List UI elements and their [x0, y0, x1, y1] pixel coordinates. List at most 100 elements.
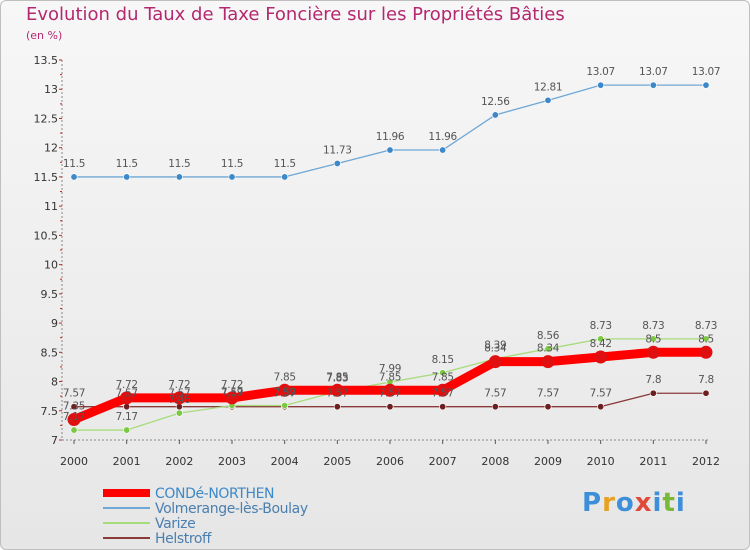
data-point: [439, 403, 447, 411]
data-point: [544, 403, 552, 411]
data-point: [597, 81, 605, 89]
data-label: 7.57: [116, 388, 138, 400]
data-label: 12.81: [534, 81, 563, 93]
data-point: [281, 173, 289, 181]
x-tick-label: 2005: [323, 455, 351, 468]
y-tick-label: 10: [44, 259, 58, 272]
data-label: 7.72: [116, 379, 138, 391]
x-tick-label: 2001: [113, 455, 141, 468]
logo-letter: P: [582, 488, 603, 518]
data-point: [386, 146, 394, 154]
data-point: [491, 403, 499, 411]
data-point: [123, 426, 131, 434]
data-label: 7.46: [168, 394, 191, 406]
y-tick-label: 8.5: [41, 346, 59, 359]
chart-title: Evolution du Taux de Taxe Foncière sur l…: [26, 4, 565, 25]
data-label: 8.73: [695, 320, 717, 332]
data-point: [649, 335, 657, 343]
data-label: 7.85: [326, 371, 348, 383]
data-label: 7.85: [432, 371, 454, 383]
data-point: [172, 391, 186, 405]
x-tick-label: 2000: [60, 455, 88, 468]
y-tick-label: 13.5: [34, 54, 59, 67]
data-label: 8.42: [590, 338, 612, 350]
data-point: [330, 383, 344, 397]
data-point: [439, 369, 447, 377]
data-label: 7.72: [221, 379, 243, 391]
data-point: [225, 391, 239, 405]
data-label: 7.57: [221, 388, 243, 400]
data-label: 8.73: [590, 320, 612, 332]
data-label: 7.57: [484, 388, 506, 400]
x-tick-label: 2012: [692, 455, 720, 468]
y-tick-label: 9.5: [41, 288, 59, 301]
y-tick-label: 13: [44, 83, 58, 96]
data-point: [439, 146, 447, 154]
data-label: 13.07: [692, 66, 721, 78]
data-point: [649, 81, 657, 89]
data-point: [281, 402, 289, 410]
data-point: [488, 355, 502, 369]
data-point: [702, 81, 710, 89]
legend: CONDé-NORTHENVolmerange-lès-BoulayVarize…: [103, 486, 308, 547]
data-label: 13.07: [586, 66, 615, 78]
data-point: [278, 383, 292, 397]
data-point: [541, 355, 555, 369]
data-point: [702, 335, 710, 343]
data-point: [491, 111, 499, 119]
data-point: [70, 403, 78, 411]
data-label: 7.57: [590, 388, 612, 400]
data-label: 12.56: [481, 96, 510, 108]
data-point: [597, 403, 605, 411]
data-point: [544, 345, 552, 353]
data-point: [594, 350, 608, 364]
data-label: 8.5: [645, 333, 661, 345]
data-label: 8.39: [484, 340, 506, 352]
y-tick-label: 12.5: [34, 112, 59, 125]
y-tick-label: 8: [51, 376, 58, 389]
y-tick-label: 11.5: [34, 171, 59, 184]
data-label: 8.5: [698, 333, 714, 345]
data-point: [333, 159, 341, 167]
data-point: [120, 391, 134, 405]
data-point: [175, 173, 183, 181]
data-point: [228, 173, 236, 181]
data-label: 7.57: [432, 388, 454, 400]
y-tick-label: 11: [44, 200, 58, 213]
logo-letter: o: [615, 488, 635, 518]
x-tick-label: 2009: [534, 455, 562, 468]
y-tick-label: 12: [44, 142, 58, 155]
data-label: 7.35: [63, 401, 85, 413]
axes: 7 7.5 8 8.5 9 9.5 10 10.5 11 11.5 12 12.5 13 13.5 2000…: [34, 54, 721, 468]
x-tick-label: 2004: [271, 455, 299, 468]
data-label: 11.5: [116, 158, 138, 170]
data-label: 11.73: [323, 144, 352, 156]
data-label: 7.57: [326, 388, 348, 400]
data-label: 8.34: [537, 343, 560, 355]
data-labels: 7.57 7.57 7.57 7.57 7.57 7.57 7.57 7.57 7.57 7.57…: [63, 66, 721, 423]
data-label: 7.57: [274, 388, 296, 400]
legend-label: CONDé-NORTHEN: [155, 486, 274, 502]
data-point: [646, 345, 660, 359]
data-label: 7.85: [274, 371, 296, 383]
x-tick-label: 2011: [639, 455, 667, 468]
x-tick-label: 2006: [376, 455, 404, 468]
data-point: [699, 345, 713, 359]
data-label: 7.85: [379, 371, 401, 383]
data-label: 7.83: [326, 372, 348, 384]
data-point: [123, 173, 131, 181]
data-label: 7.59: [221, 387, 243, 399]
data-point: [649, 389, 657, 397]
logo-letter: t: [662, 488, 676, 518]
data-label: 7.99: [379, 363, 401, 375]
data-label: 7.57: [63, 388, 85, 400]
logo-letter: i: [652, 488, 663, 518]
data-label: 8.56: [537, 330, 560, 342]
x-tick-label: 2007: [429, 455, 457, 468]
data-label: 8.15: [432, 354, 454, 366]
data-point: [70, 173, 78, 181]
data-label: 11.5: [221, 158, 243, 170]
logo-letter: x: [634, 488, 653, 518]
data-point: [70, 426, 78, 434]
